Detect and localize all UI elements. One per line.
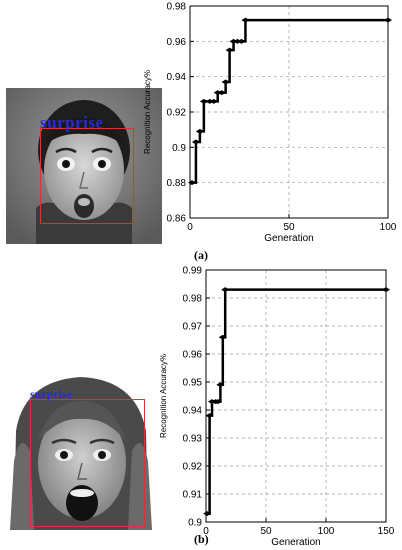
chart-b-ylabel: Recognition Accuracy%: [159, 354, 168, 438]
chart-b-data-point: [216, 382, 225, 388]
chart-b-plot-area: [206, 270, 386, 522]
panel-label-a: (a): [194, 248, 208, 262]
chart-b-xtick-label: 0: [203, 526, 209, 537]
chart-a-data-point: [241, 17, 250, 23]
chart-b-data-point: [214, 399, 222, 405]
chart-b-ytick-label: 0.94: [183, 406, 203, 417]
chart-b-ytick-label: 0.95: [183, 378, 203, 389]
chart-a-ytick-label: 0.88: [167, 178, 187, 189]
chart-b-ytick-label: 0.97: [183, 322, 203, 333]
chart-a-ytick-label: 0.96: [167, 37, 187, 48]
chart-a-data-point: [217, 90, 226, 96]
chart-b-data-point: [218, 334, 227, 340]
chart-a-data-point: [199, 98, 208, 104]
chart-a-data-point: [384, 17, 392, 23]
chart-b-ytick-label: 0.93: [183, 434, 203, 445]
chart-a-ytick-label: 0.92: [167, 108, 187, 119]
chart-b-xtick-label: 150: [378, 526, 395, 537]
chart-b-ytick-label: 0.91: [183, 490, 203, 501]
chart-b-data-point: [382, 287, 390, 293]
chart-b-ytick-label: 0.98: [183, 294, 203, 305]
chart-b-ytick-label: 0.9: [188, 518, 202, 529]
chart-b-frame: [205, 269, 387, 523]
chart-b-data-point: [221, 287, 230, 293]
chart-a-ylabel: Recognition Accuracy%: [143, 70, 152, 154]
chart-a-data-point: [221, 79, 230, 85]
chart-a-data-point: [187, 180, 196, 186]
chart-a-data-point: [209, 98, 218, 104]
face-detection-box-a: [40, 128, 134, 224]
chart-a-xlabel: Generation: [264, 233, 313, 244]
chart-b-xlabel: Generation: [271, 537, 320, 548]
chart-b-ytick-label: 0.99: [183, 266, 203, 277]
chart-b-plot: 0.9 0.91 0.92 0.93 0.94 0.95 0.96 0.97 0.98 0.99 0…: [159, 266, 395, 549]
face-photo-b: [10, 371, 152, 530]
face-photo-a: [6, 88, 162, 244]
chart-b-ytick-label: 0.92: [183, 462, 203, 473]
panel-label-b: (b): [194, 532, 209, 546]
chart-a-ytick-label: 0.94: [167, 72, 187, 83]
chart-b-xtick-label: 50: [260, 526, 272, 537]
chart-a-data-point: [237, 38, 246, 44]
face-caption-a: surprise: [40, 113, 104, 132]
chart-a-ytick-label: 0.9: [172, 143, 186, 154]
chart-a-xtick-label: 0: [187, 222, 193, 233]
chart-b-ytick-label: 0.96: [183, 350, 203, 361]
chart-a-plot: 0.86 0.88 0.9 0.92 0.94 0.96 0.98 0 50 100 Generat…: [143, 2, 397, 245]
chart-b-xtick-label: 100: [318, 526, 335, 537]
face-detection-box-b: [30, 399, 145, 527]
chart-a-data-point: [195, 128, 204, 134]
chart-a-xtick-label: 100: [380, 222, 397, 233]
chart-a-ytick-label: 0.98: [167, 2, 187, 13]
chart-a-ytick-label: 0.86: [167, 214, 187, 225]
chart-a-data-point: [225, 47, 234, 53]
chart-b-data-point: [203, 511, 212, 517]
chart-b-data-point: [205, 413, 214, 419]
chart-a-xtick-label: 50: [283, 222, 295, 233]
face-caption-b: surprise: [30, 387, 72, 401]
chart-a-data-point: [191, 139, 200, 145]
